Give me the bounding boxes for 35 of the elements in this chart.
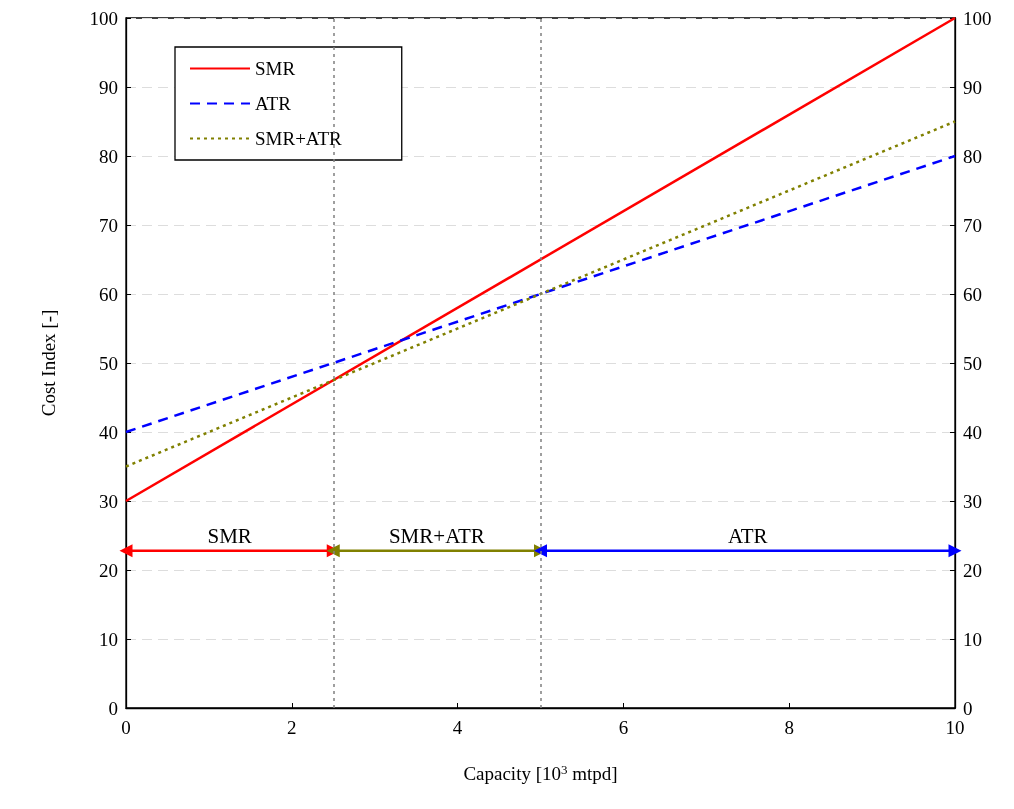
y2-tick-label: 50 (963, 352, 982, 374)
annotation: ATR (727, 524, 768, 549)
legend-label: SMR+ATR (255, 128, 343, 149)
legend-label: ATR (255, 93, 292, 114)
y2-tick-label: 90 (963, 76, 982, 98)
y-tick-label: 30 (99, 490, 118, 512)
y-tick-label: 70 (99, 214, 118, 236)
y2-tick-label: 70 (963, 214, 982, 236)
y2-tick-label: 60 (963, 283, 982, 305)
y2-tick-label: 40 (963, 421, 982, 443)
annotation: SMR+ATR (388, 524, 485, 549)
y-tick-label: 100 (89, 7, 118, 29)
x-tick-label: 6 (618, 717, 629, 738)
x-tick-label: 10 (945, 717, 965, 738)
y-tick-label: 60 (99, 283, 118, 305)
y2-tick-label: 20 (963, 559, 982, 581)
y-tick-label: 10 (99, 628, 118, 650)
y2-tick-label: 80 (963, 145, 982, 167)
y2-tick-label: 0 (963, 697, 973, 719)
y2-tick-label: 30 (963, 490, 982, 512)
y-tick-label: 0 (108, 697, 118, 719)
y2-tick-label: 10 (963, 628, 982, 650)
y-axis-title: Cost Index [-] (38, 309, 59, 417)
x-tick-label: 0 (121, 717, 131, 738)
y-tick-label: 50 (99, 352, 118, 374)
x-tick-label: 4 (452, 717, 463, 738)
legend-label: SMR (255, 58, 296, 79)
annotation: SMR (207, 524, 252, 549)
y-tick-label: 20 (99, 559, 118, 581)
y-tick-label: 90 (99, 76, 118, 98)
y2-tick-label: 100 (963, 7, 992, 29)
y-tick-label: 40 (99, 421, 118, 443)
x-tick-label: 8 (784, 717, 794, 738)
y-tick-label: 80 (99, 145, 118, 167)
x-tick-label: 2 (287, 717, 297, 738)
